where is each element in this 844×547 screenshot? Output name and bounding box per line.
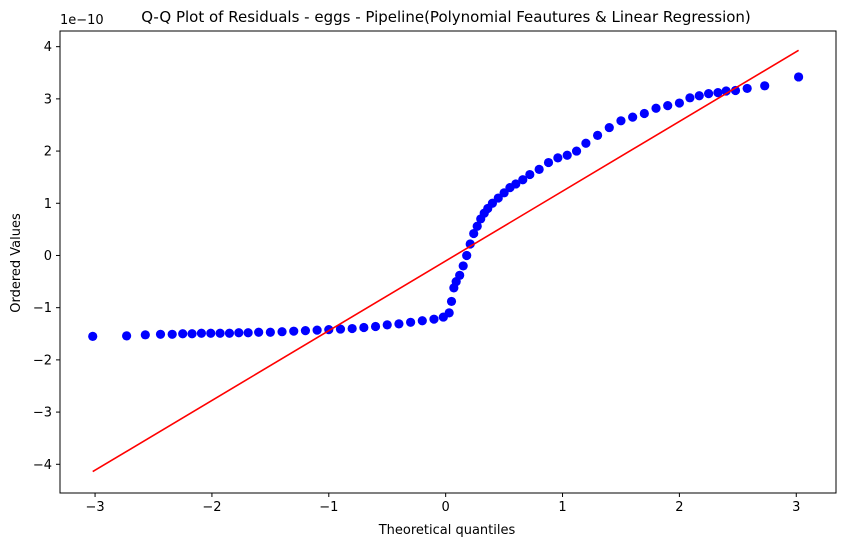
data-point	[663, 101, 673, 111]
y-tick-label: −2	[33, 353, 52, 368]
data-point	[562, 150, 572, 160]
data-point	[469, 228, 479, 239]
data-point	[155, 329, 166, 339]
data-point	[455, 270, 465, 280]
plot-frame	[59, 30, 837, 494]
data-point	[616, 116, 626, 126]
data-point	[254, 327, 264, 337]
fit-line	[92, 49, 800, 473]
data-point	[215, 328, 225, 338]
data-point	[265, 327, 275, 337]
data-point	[370, 321, 381, 332]
data-point	[382, 320, 392, 330]
x-axis-ticks: −3 −2 −1 0 1 2 3	[85, 493, 800, 515]
x-tick-label: 1	[558, 500, 566, 515]
data-point	[417, 316, 427, 326]
plot-area	[88, 49, 804, 473]
y-tick-label: −1	[33, 301, 52, 316]
data-point	[543, 157, 554, 168]
data-point	[167, 329, 177, 339]
x-tick-label: 3	[792, 500, 800, 515]
data-point	[713, 88, 723, 98]
y-axis-label: Ordered Values	[9, 213, 24, 313]
data-point	[187, 329, 197, 339]
data-point	[465, 239, 475, 249]
data-point	[347, 323, 357, 334]
data-point	[140, 330, 150, 340]
x-tick-label: 2	[675, 500, 683, 515]
data-point	[534, 164, 544, 174]
data-point	[694, 91, 704, 101]
data-point	[525, 169, 535, 180]
y-tick-label: 1	[44, 197, 52, 212]
x-tick-label: 0	[442, 500, 450, 515]
data-point	[704, 89, 714, 99]
data-point	[604, 122, 614, 133]
y-offset-label: 1e−10	[60, 13, 104, 28]
data-point	[592, 130, 603, 141]
x-tick-label: −2	[202, 500, 221, 515]
data-point	[446, 296, 457, 307]
data-point	[760, 81, 770, 91]
data-point	[300, 326, 311, 336]
data-point	[196, 328, 207, 338]
data-point	[518, 175, 528, 185]
data-point	[359, 322, 369, 333]
data-point	[178, 329, 188, 339]
y-tick-label: 3	[44, 92, 52, 107]
y-axis-ticks: −4 −3 −2 −1 0 1 2 3 4	[33, 40, 60, 473]
x-axis-label: Theoretical quantiles	[378, 523, 516, 538]
data-point	[628, 112, 638, 122]
data-point	[571, 146, 582, 156]
y-tick-label: 4	[44, 40, 52, 55]
data-point	[234, 328, 244, 338]
data-point	[289, 326, 299, 336]
y-tick-label: 0	[44, 249, 52, 264]
y-tick-label: −3	[33, 406, 52, 421]
chart-title: Q-Q Plot of Residuals - eggs - Pipeline(…	[141, 8, 751, 26]
data-point	[429, 314, 439, 324]
x-tick-label: −3	[85, 500, 104, 515]
data-point	[462, 250, 472, 261]
data-point	[243, 328, 253, 338]
data-point	[639, 108, 649, 119]
data-point	[794, 72, 804, 82]
data-point	[206, 328, 216, 338]
data-point	[730, 85, 741, 96]
data-point	[312, 325, 322, 335]
data-point	[511, 179, 521, 189]
data-point	[651, 103, 661, 113]
data-point	[674, 98, 684, 108]
data-point	[406, 317, 416, 327]
data-point	[721, 86, 731, 96]
y-tick-label: −4	[33, 458, 52, 473]
x-tick-label: −1	[319, 500, 338, 515]
y-tick-label: 2	[44, 145, 52, 160]
data-point	[394, 319, 404, 329]
data-point	[581, 138, 591, 148]
data-point	[472, 221, 482, 231]
data-point	[224, 328, 235, 338]
data-point	[122, 331, 132, 341]
data-point	[685, 93, 695, 103]
data-point	[742, 83, 752, 94]
data-point	[444, 308, 454, 318]
data-point	[88, 331, 98, 341]
data-point	[277, 327, 287, 337]
data-point	[553, 153, 563, 163]
data-point	[335, 324, 346, 334]
data-point	[458, 261, 468, 271]
